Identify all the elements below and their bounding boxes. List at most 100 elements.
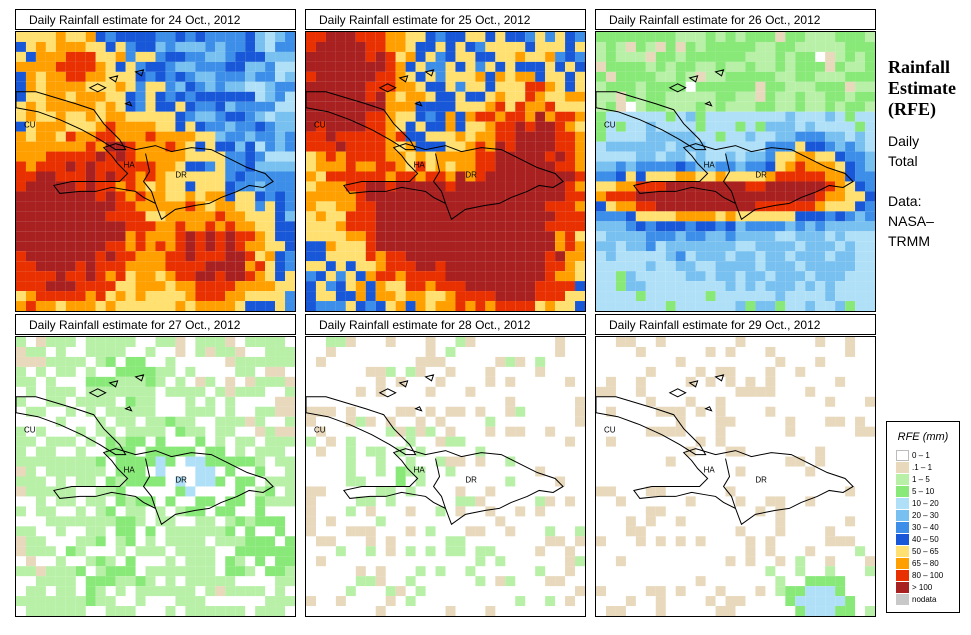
rainfall-cell: [675, 201, 686, 212]
rainfall-cell: [665, 61, 676, 72]
rainfall-cell: [205, 131, 216, 142]
rainfall-cell: [275, 376, 286, 387]
rainfall-cell: [765, 71, 776, 82]
rainfall-cell: [35, 506, 46, 517]
rainfall-cell: [16, 191, 26, 202]
rainfall-cell: [115, 51, 126, 62]
rainfall-cell: [555, 32, 566, 42]
rainfall-cell: [835, 101, 846, 112]
rainfall-cell: [785, 251, 796, 262]
rainfall-cell: [115, 566, 126, 577]
rainfall-cell: [45, 251, 56, 262]
rainfall-cell: [285, 456, 295, 467]
rainfall-cell: [195, 271, 206, 282]
rainfall-cell: [855, 201, 866, 212]
rainfall-cell: [535, 131, 546, 142]
rainfall-cell: [215, 141, 226, 152]
rainfall-cell: [615, 32, 626, 42]
rainfall-cell: [145, 546, 156, 557]
rainfall-cell: [165, 101, 176, 112]
rainfall-cell: [345, 151, 356, 162]
rainfall-cell: [725, 41, 736, 52]
rainfall-cell: [615, 91, 626, 102]
rainfall-cell: [285, 536, 295, 547]
rainfall-cell: [125, 231, 136, 242]
rainfall-cell: [395, 101, 406, 112]
rainfall-cell: [355, 51, 366, 62]
rainfall-cell: [645, 261, 656, 272]
rainfall-cell: [635, 231, 646, 242]
rainfall-cell: [265, 101, 276, 112]
rainfall-cell: [385, 281, 396, 292]
rainfall-cell: [665, 191, 676, 202]
rainfall-cell: [565, 301, 576, 311]
rainfall-cell: [385, 271, 396, 282]
rainfall-cell: [245, 161, 256, 172]
rainfall-cell: [515, 151, 526, 162]
period-text: Daily Total: [888, 133, 920, 169]
rainfall-cell: [285, 211, 295, 222]
rainfall-cell: [16, 121, 26, 132]
rainfall-cell: [495, 171, 506, 182]
rainfall-cell: [335, 231, 346, 242]
rainfall-cell: [16, 261, 26, 272]
rainfall-cell: [115, 446, 126, 457]
rainfall-cell: [265, 181, 276, 192]
rainfall-cell: [95, 486, 106, 497]
rainfall-cell: [615, 281, 626, 292]
rainfall-cell: [675, 251, 686, 262]
rainfall-cell: [575, 121, 585, 132]
rainfall-cell: [115, 121, 126, 132]
rainfall-cell: [65, 337, 76, 347]
rainfall-cell: [635, 61, 646, 72]
rainfall-cell: [105, 281, 116, 292]
rainfall-cell: [455, 191, 466, 202]
rainfall-cell: [785, 301, 796, 311]
rainfall-cell: [215, 181, 226, 192]
rainfall-cell: [596, 41, 606, 52]
rainfall-cell: [655, 241, 666, 252]
rainfall-cell: [555, 191, 566, 202]
rainfall-cell: [105, 386, 116, 397]
rainfall-cell: [615, 271, 626, 282]
rainfall-cell: [845, 51, 856, 62]
rainfall-cell: [65, 261, 76, 272]
rainfall-cell: [555, 51, 566, 62]
rainfall-cell: [695, 231, 706, 242]
rainfall-cell: [645, 506, 656, 517]
rainfall-cell: [145, 231, 156, 242]
rainfall-cell: [135, 211, 146, 222]
rainfall-cell: [805, 291, 816, 302]
rainfall-cell: [315, 446, 326, 457]
rainfall-cell: [75, 446, 86, 457]
rainfall-cell: [815, 71, 826, 82]
rainfall-cell: [815, 61, 826, 72]
rainfall-cell: [355, 211, 366, 222]
rainfall-cell: [16, 141, 26, 152]
rainfall-cell: [255, 111, 266, 122]
rainfall-cell: [306, 506, 316, 517]
rainfall-cell: [175, 221, 186, 232]
rainfall-cell: [75, 271, 86, 282]
rainfall-cell: [445, 101, 456, 112]
rainfall-cell: [845, 171, 856, 182]
rainfall-cell: [695, 61, 706, 72]
rainfall-cell: [385, 151, 396, 162]
rainfall-cell: [75, 546, 86, 557]
rainfall-cell: [235, 486, 246, 497]
rainfall-cell: [175, 141, 186, 152]
rainfall-cell: [306, 301, 316, 311]
rainfall-cell: [275, 41, 286, 52]
rainfall-cell: [645, 366, 656, 377]
rainfall-cell: [565, 71, 576, 82]
rainfall-cell: [155, 91, 166, 102]
rainfall-cell: [575, 201, 585, 212]
rainfall-cell: [105, 221, 116, 232]
rainfall-cell: [445, 271, 456, 282]
rainfall-cell: [675, 416, 686, 427]
rainfall-cell: [735, 191, 746, 202]
rainfall-cell: [795, 221, 806, 232]
rainfall-cell: [675, 32, 686, 42]
rainfall-cell: [535, 546, 546, 557]
rainfall-cell: [325, 141, 336, 152]
